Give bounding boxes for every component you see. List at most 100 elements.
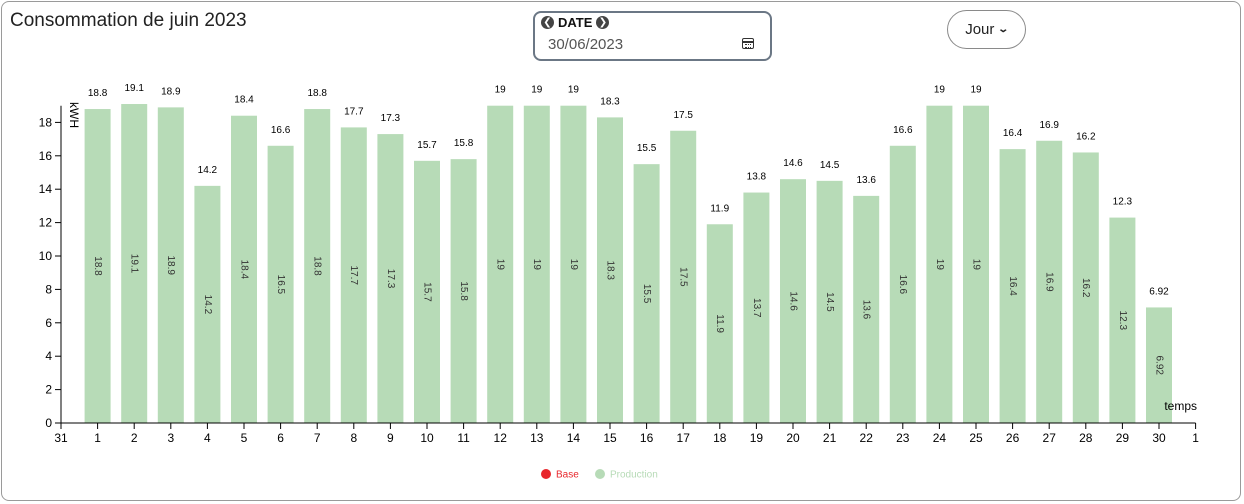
bar-inner-label: 15.5 <box>641 284 652 304</box>
x-tick-label: 31 <box>54 431 68 445</box>
bar <box>926 105 953 423</box>
y-tick-label: 6 <box>45 316 52 330</box>
bar-value-label: 17.7 <box>344 106 364 117</box>
bar <box>450 159 477 423</box>
x-tick-label: 1 <box>1192 431 1199 445</box>
bar-value-label: 19 <box>495 85 507 96</box>
bar-inner-label: 18.3 <box>604 260 615 280</box>
bar <box>816 180 843 423</box>
bar-value-label: 14.5 <box>820 160 840 171</box>
bar-value-label: 15.8 <box>454 138 474 149</box>
view-select[interactable]: Jour ⌄ <box>947 10 1026 49</box>
date-picker[interactable]: ❮ DATE ❯ 30/06/2023 <box>533 11 772 61</box>
x-tick-label: 18 <box>713 431 727 445</box>
x-tick-label: 10 <box>420 431 434 445</box>
x-tick-label: 13 <box>530 431 544 445</box>
bar <box>1072 152 1099 423</box>
bar-inner-label: 14.2 <box>202 295 213 315</box>
chevron-down-icon: ⌄ <box>997 24 1010 35</box>
x-tick-label: 4 <box>204 431 211 445</box>
bar-value-label: 14.6 <box>783 158 803 169</box>
bar <box>157 107 184 424</box>
bar-value-label: 16.6 <box>271 125 291 136</box>
bar <box>121 104 148 423</box>
x-tick-label: 27 <box>1043 431 1057 445</box>
bar-inner-label: 19.1 <box>129 254 140 274</box>
bar <box>1146 307 1172 423</box>
bar <box>670 130 697 423</box>
arrow-left-circle-icon[interactable]: ❮ <box>541 16 554 29</box>
bar-inner-label: 16.4 <box>1007 276 1018 296</box>
bar <box>780 179 806 423</box>
x-tick-label: 23 <box>896 431 910 445</box>
bar-inner-label: 15.7 <box>421 282 432 302</box>
x-tick-label: 7 <box>314 431 321 445</box>
bar-value-label: 11.9 <box>710 203 729 214</box>
x-tick-label: 22 <box>860 431 874 445</box>
view-select-value: Jour <box>965 21 995 38</box>
bar-value-label: 18.4 <box>234 95 254 106</box>
x-tick-label: 2 <box>131 431 138 445</box>
bar <box>414 160 440 423</box>
bar-value-label: 16.4 <box>1003 128 1023 139</box>
y-tick-label: 10 <box>39 249 53 263</box>
arrow-right-circle-icon[interactable]: ❯ <box>596 16 610 29</box>
y-tick-label: 0 <box>45 416 52 430</box>
bar-inner-label: 6.92 <box>1153 355 1164 375</box>
x-tick-label: 17 <box>677 431 691 445</box>
bar <box>231 115 257 423</box>
bar-inner-label: 13.7 <box>751 298 762 318</box>
bar-value-label: 17.3 <box>381 113 401 124</box>
x-tick-label: 9 <box>387 431 394 445</box>
bar-inner-label: 17.3 <box>385 269 396 289</box>
bar-value-label: 13.8 <box>747 172 767 183</box>
bar-value-label: 12.3 <box>1113 197 1133 208</box>
bar <box>706 224 733 423</box>
bar-value-label: 15.7 <box>417 140 437 151</box>
y-tick-label: 12 <box>39 216 53 230</box>
bar-inner-label: 18.8 <box>92 256 103 276</box>
bar-inner-label: 19 <box>568 259 579 271</box>
bar-inner-label: 19 <box>970 259 981 271</box>
x-tick-label: 16 <box>640 431 654 445</box>
bar-value-label: 16.2 <box>1076 131 1096 142</box>
bar-value-label: 15.5 <box>637 143 657 154</box>
bar-value-label: 18.8 <box>307 88 327 99</box>
bar-inner-label: 18.8 <box>312 256 323 276</box>
bar <box>889 145 916 423</box>
x-tick-label: 6 <box>277 431 284 445</box>
date-header: ❮ DATE ❯ <box>541 15 610 30</box>
x-tick-label: 29 <box>1116 431 1130 445</box>
bar-inner-label: 14.6 <box>787 291 798 311</box>
bar <box>963 105 989 423</box>
bar-value-label: 13.6 <box>856 175 876 186</box>
bar-inner-label: 16.6 <box>897 275 908 295</box>
y-tick-label: 8 <box>45 282 52 296</box>
y-tick-label: 16 <box>39 149 53 163</box>
calendar-icon[interactable] <box>742 38 754 49</box>
x-tick-label: 14 <box>567 431 581 445</box>
bar-inner-label: 15.8 <box>458 281 469 301</box>
bar <box>487 105 514 423</box>
x-tick-label: 19 <box>750 431 764 445</box>
bar-value-label: 19 <box>531 85 543 96</box>
bar <box>267 145 294 423</box>
bar <box>523 105 550 423</box>
bar <box>743 192 770 423</box>
bar-inner-label: 14.5 <box>824 292 835 312</box>
bar-inner-label: 13.6 <box>861 300 872 320</box>
bar-inner-label: 19 <box>934 259 945 271</box>
bar-value-label: 19 <box>568 85 580 96</box>
bar <box>340 127 367 423</box>
legend-label: Base <box>556 470 579 481</box>
legend-marker <box>595 469 605 479</box>
legend-marker <box>541 469 551 479</box>
x-tick-label: 28 <box>1079 431 1093 445</box>
bar-value-label: 16.6 <box>893 125 913 136</box>
bar-inner-label: 17.5 <box>678 267 689 287</box>
x-tick-label: 3 <box>167 431 174 445</box>
y-tick-label: 14 <box>39 182 53 196</box>
bar <box>1036 140 1063 423</box>
date-input[interactable]: 30/06/2023 <box>548 36 624 53</box>
